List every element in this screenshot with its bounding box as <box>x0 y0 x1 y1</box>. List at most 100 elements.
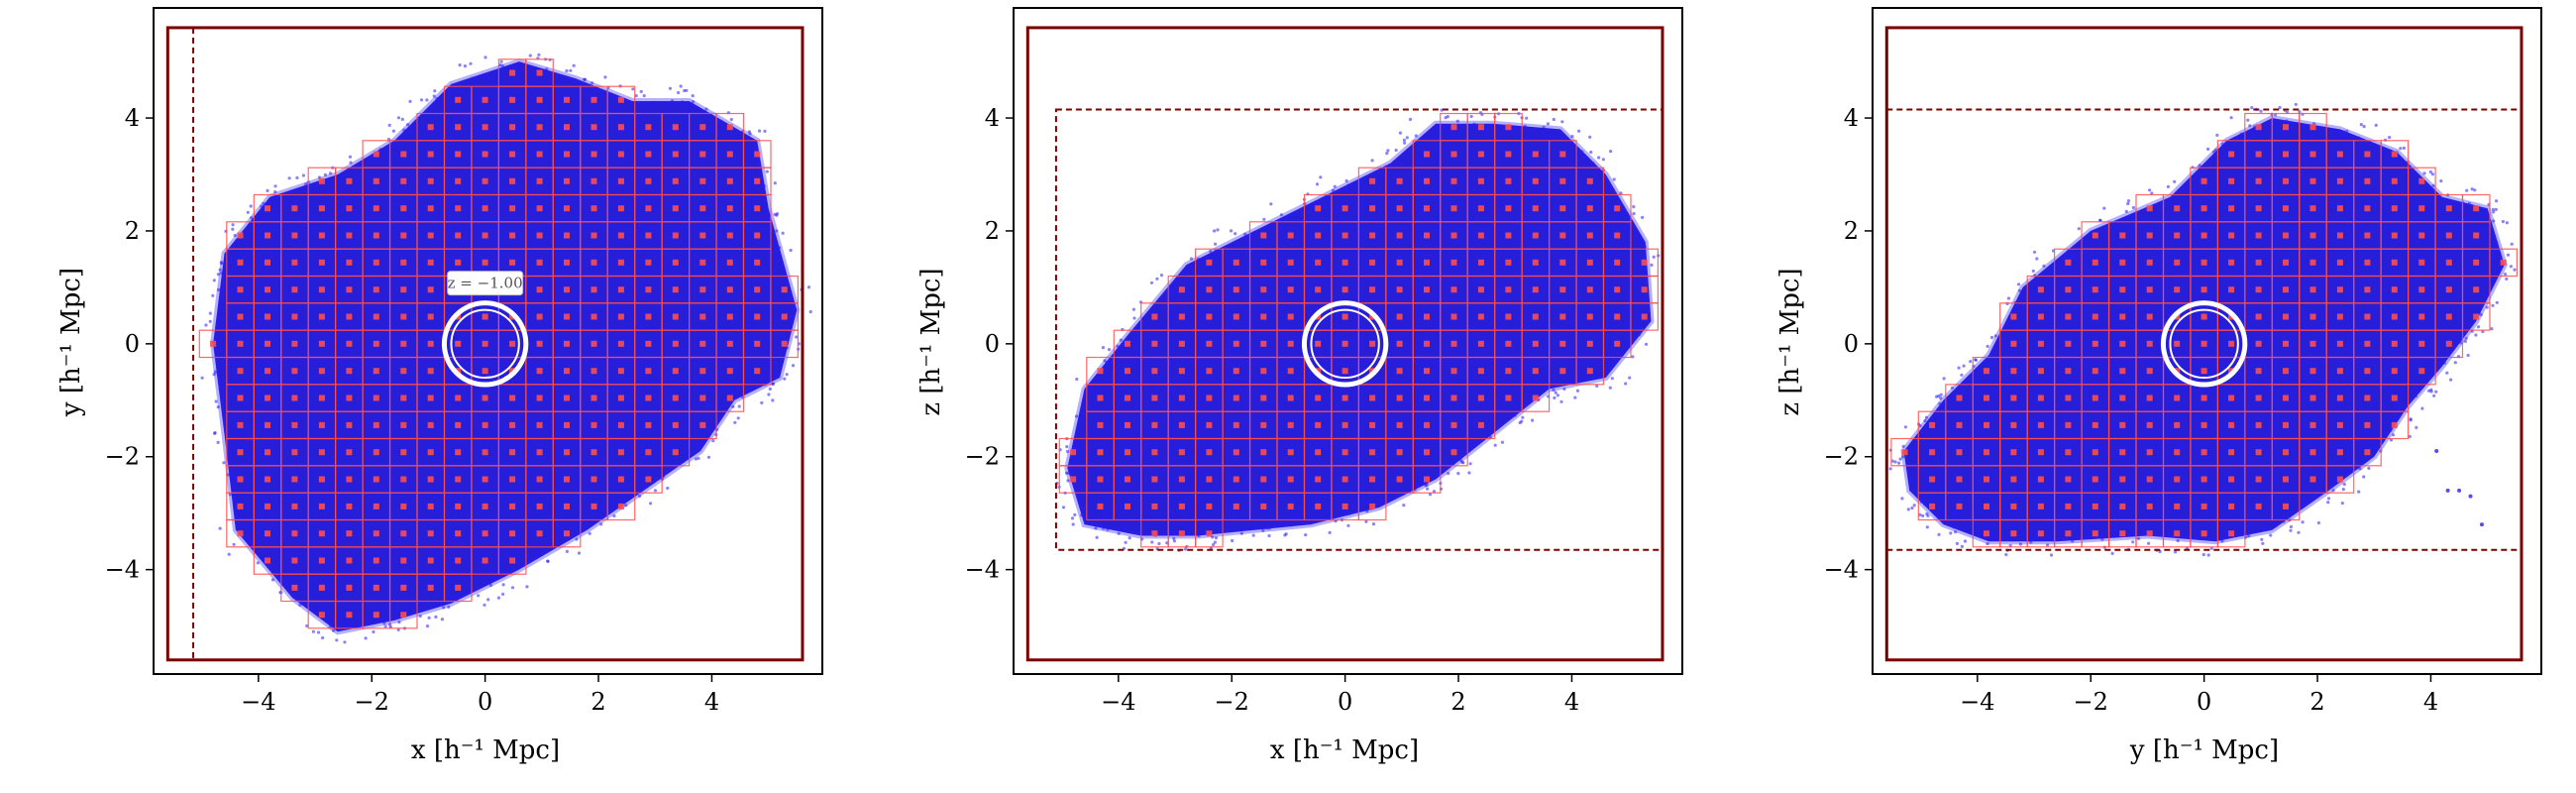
cell-center-marker <box>1586 286 1593 293</box>
cell-center-marker <box>400 584 407 591</box>
cell-center-marker <box>482 96 488 103</box>
particle-point <box>2229 116 2233 120</box>
particle-point <box>1254 245 1258 249</box>
particle-point <box>2374 150 2378 154</box>
cell-center-marker <box>1450 259 1457 266</box>
cell-center-marker <box>291 368 298 375</box>
particle-point <box>2211 150 2216 154</box>
panel-2-ylabel: z [h⁻¹ Mpc] <box>916 268 946 415</box>
particle-point <box>1483 426 1487 430</box>
cell-center-marker <box>2283 368 2289 375</box>
particle-point <box>2240 533 2244 537</box>
particle-point <box>615 108 619 112</box>
cell-center-marker <box>564 232 570 239</box>
particle-point <box>1131 307 1135 311</box>
particle-point <box>2451 344 2456 349</box>
particle-point <box>2509 265 2513 269</box>
particle-point <box>321 635 325 640</box>
cell-center-marker <box>1586 313 1593 320</box>
cell-center-marker <box>291 449 298 456</box>
cell-center-marker <box>373 177 379 184</box>
cell-center-marker <box>645 286 652 293</box>
particle-point <box>558 528 562 532</box>
particle-point <box>284 582 288 587</box>
particle-point <box>1513 413 1517 417</box>
particle-point <box>2261 541 2265 545</box>
x-tick-label: 2 <box>590 688 605 716</box>
particle-point <box>763 129 767 133</box>
particle-point <box>1428 493 1433 497</box>
particle-point <box>2338 131 2342 135</box>
particle-point <box>212 279 216 283</box>
particle-point <box>1628 376 1632 380</box>
grid-cell <box>715 112 745 142</box>
panel-x-y: x [h⁻¹ Mpc] y [h⁻¹ Mpc] z = −1.00−4 −2 0 2 4… <box>56 7 823 765</box>
cell-center-marker <box>2283 476 2289 483</box>
cell-center-marker <box>2473 205 2480 212</box>
particle-point <box>1617 213 1621 217</box>
particle-point <box>1426 487 1430 491</box>
cell-center-marker <box>2473 313 2480 320</box>
outlier-point <box>2468 494 2473 499</box>
particle-point <box>427 616 431 620</box>
particle-point <box>1347 191 1351 195</box>
cell-center-marker <box>1424 313 1430 320</box>
cell-center-marker <box>1151 421 1158 428</box>
cell-center-marker <box>400 368 407 375</box>
particle-point <box>1918 512 1922 517</box>
cell-center-marker <box>318 557 325 564</box>
cell-center-marker <box>2174 421 2181 428</box>
particle-point <box>1288 515 1292 519</box>
cell-center-marker <box>1178 395 1185 401</box>
cell-center-marker <box>2309 395 2316 401</box>
particle-point <box>483 56 487 59</box>
particle-point <box>1939 396 1943 400</box>
particle-point <box>584 77 588 81</box>
cell-center-marker <box>1532 177 1539 184</box>
particle-point <box>1448 135 1451 139</box>
cell-center-marker <box>2092 340 2098 347</box>
cell-center-marker <box>1178 421 1185 428</box>
cell-center-marker <box>1532 232 1539 239</box>
cell-center-marker <box>482 503 488 510</box>
cell-center-marker <box>726 151 733 158</box>
cell-center-marker <box>509 476 516 483</box>
particle-point <box>1938 401 1942 405</box>
particle-point <box>2330 480 2334 484</box>
particle-point <box>1158 308 1162 312</box>
cell-center-marker <box>427 368 434 375</box>
particle-point <box>1398 131 1402 135</box>
cell-center-marker <box>564 421 570 428</box>
particle-point <box>791 364 796 368</box>
particle-point <box>305 623 309 628</box>
cell-center-marker <box>590 286 597 293</box>
cell-center-marker <box>2364 421 2371 428</box>
particle-point <box>1090 412 1094 416</box>
x-tick-label: 0 <box>2197 688 2211 716</box>
particle-point <box>315 593 319 597</box>
cell-center-marker <box>617 449 624 456</box>
annotation-text: z = −1.00 <box>448 275 523 292</box>
particle-point <box>2414 395 2417 398</box>
particle-point <box>2432 394 2436 397</box>
cell-center-marker <box>1614 259 1621 266</box>
cell-center-marker <box>2283 151 2289 158</box>
cell-center-marker <box>1477 259 1484 266</box>
particle-point <box>1065 449 1070 454</box>
particle-point <box>1650 263 1654 267</box>
particle-point <box>1903 425 1907 429</box>
particle-point <box>2420 406 2424 410</box>
particle-point <box>1606 187 1610 191</box>
particle-point <box>216 440 220 444</box>
cell-center-marker <box>1342 286 1348 293</box>
cell-grid <box>1890 112 2518 548</box>
particle-point <box>2470 187 2474 191</box>
particle-point <box>482 75 485 79</box>
particle-point <box>1554 391 1557 395</box>
cell-center-marker <box>1151 368 1158 375</box>
cell-center-marker <box>1532 286 1539 293</box>
y-tick-label: 0 <box>1844 330 1859 358</box>
cell-center-marker <box>536 368 543 375</box>
particle-point <box>2298 110 2302 114</box>
particle-point <box>1214 536 1219 540</box>
